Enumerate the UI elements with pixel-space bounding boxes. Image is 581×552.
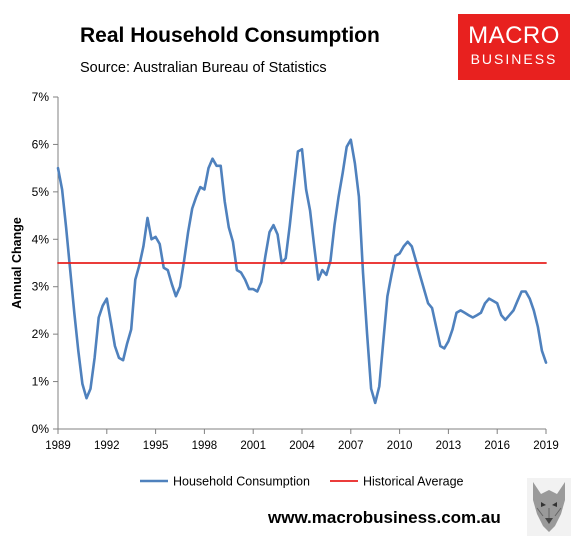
- logo-line-1: MACRO: [468, 22, 560, 49]
- y-axis-label: Annual Change: [10, 217, 24, 309]
- y-tick-label: 7%: [32, 90, 50, 104]
- legend-label: Historical Average: [363, 475, 464, 489]
- y-tick-label: 0%: [32, 422, 50, 436]
- chart-marks: [56, 138, 548, 405]
- x-tick-label: 2001: [240, 440, 266, 452]
- legend-label: Household Consumption: [173, 475, 310, 489]
- wolf-icon: [527, 478, 571, 536]
- household-consumption-line: [56, 138, 548, 405]
- y-tick-label: 2%: [32, 327, 50, 341]
- x-tick-label: 2016: [484, 440, 510, 452]
- logo-line-2: BUSINESS: [470, 51, 558, 67]
- x-tick-label: 2013: [436, 440, 462, 452]
- x-tick-label: 1998: [192, 440, 218, 452]
- legend-household-consumption: Household Consumption: [140, 475, 310, 489]
- y-tick-label: 6%: [32, 137, 50, 151]
- x-tick-label: 2007: [338, 440, 364, 452]
- x-tick-label: 2010: [387, 440, 413, 452]
- y-tick-label: 4%: [32, 232, 50, 246]
- x-tick-label: 1992: [94, 440, 120, 452]
- chart-subtitle: Source: Australian Bureau of Statistics: [80, 60, 327, 76]
- x-tick-label: 1995: [143, 440, 169, 452]
- website-url: www.macrobusiness.com.au: [268, 508, 501, 527]
- chart-axes: 0% 1% 2% 3% 4% 5% 6% 7% 1989 1992 1995 1998 2001 2004…: [10, 90, 559, 452]
- chart-legend: Household Consumption Historical Average: [140, 475, 464, 489]
- chart-title: Real Household Consumption: [80, 24, 380, 47]
- y-tick-label: 5%: [32, 185, 50, 199]
- x-tick-label: 2004: [289, 440, 315, 452]
- x-tick-label: 2019: [533, 440, 559, 452]
- legend-historical-average: Historical Average: [330, 475, 464, 489]
- y-tick-label: 1%: [32, 375, 50, 389]
- macrobusiness-logo: MACRO BUSINESS: [458, 14, 570, 80]
- y-tick-label: 3%: [32, 280, 50, 294]
- x-tick-label: 1989: [45, 440, 71, 452]
